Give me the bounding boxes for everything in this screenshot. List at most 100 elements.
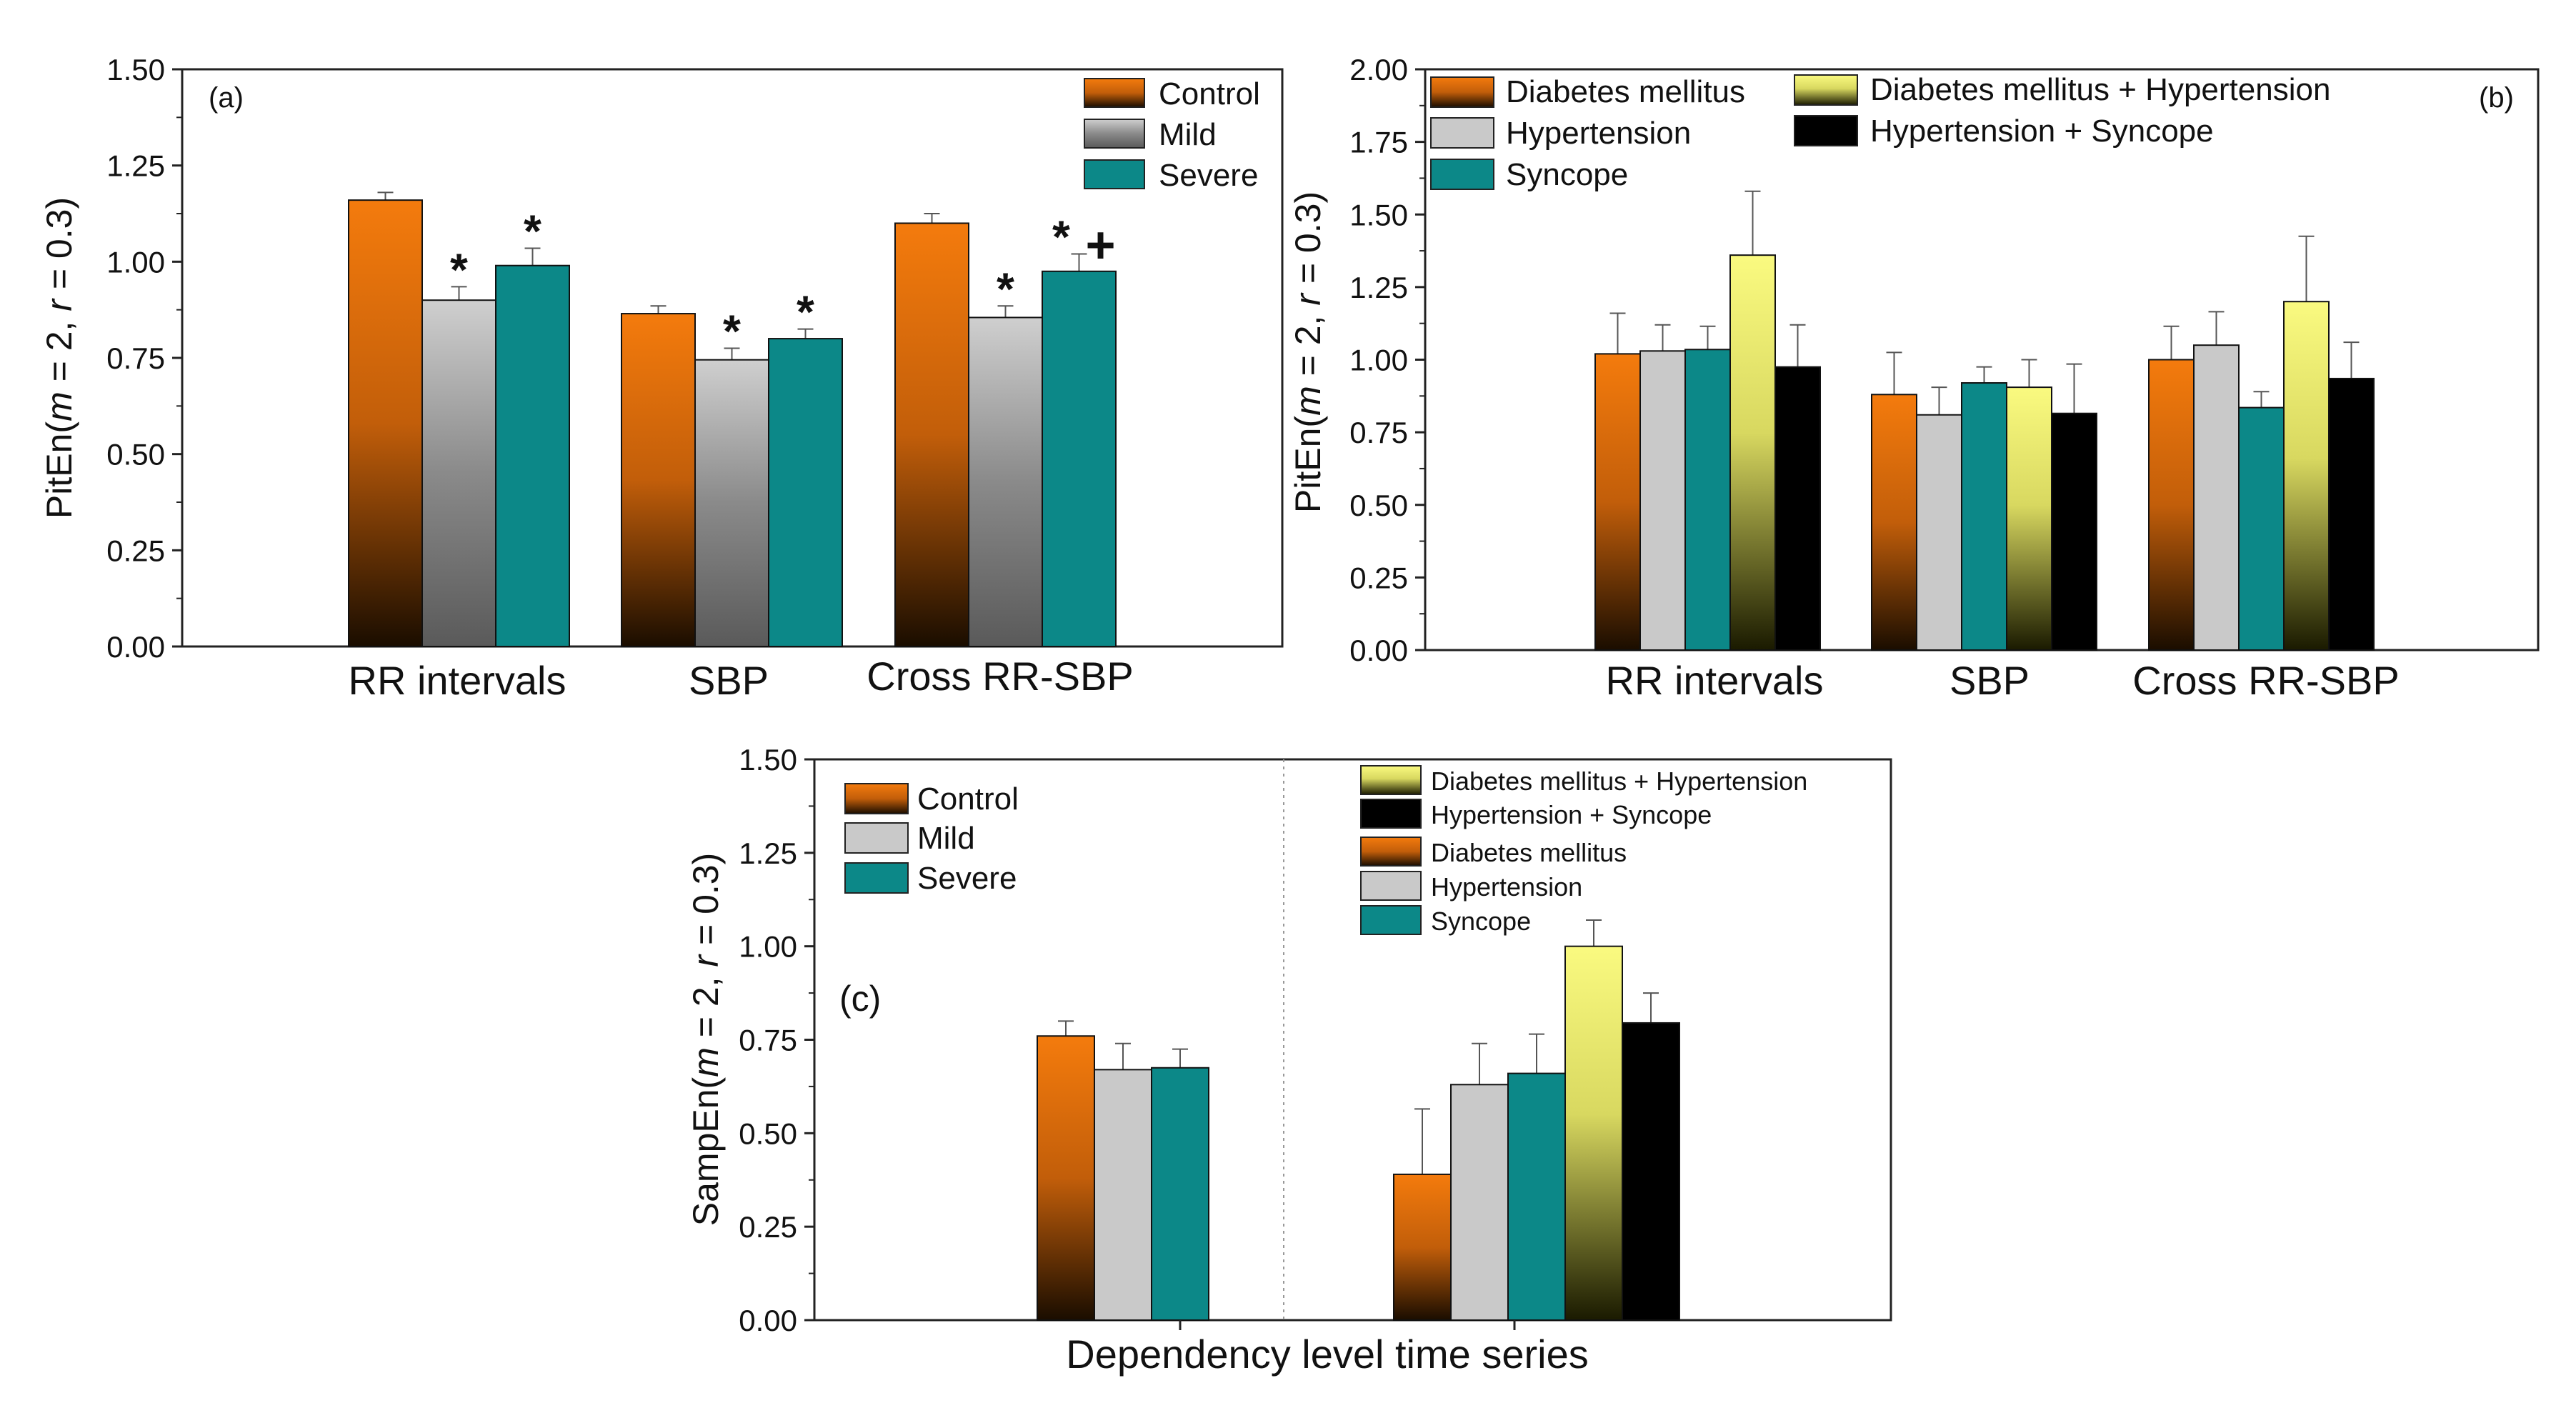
panel-b-bar-0-1 [1871,394,1917,651]
panel-a-sig-plus-2: + [1085,217,1115,274]
panel-a-xtick-sbp: SBP [689,658,769,703]
panel-b-bar-3-2 [2283,301,2330,651]
panel-c-legend-mild: Mild [917,821,975,856]
panel-b-ytick-label-5: 1.25 [1349,271,1408,304]
panel-a-bar-severe-0 [495,264,570,648]
panel-b-bar-2-1 [1961,382,2007,651]
panel-b-bar-2-0 [1684,349,1731,651]
panel-b-ytick-label-3: 0.75 [1349,416,1408,449]
panel-c-y-axis: 0.00 0.25 0.50 0.75 1.00 1.25 1.50 [739,743,814,1337]
panel-a-legend: Control Mild Severe [1084,76,1260,193]
panel-a-legend-mild: Mild [1159,117,1217,152]
panel-c-bar-0-1 [1094,1069,1152,1322]
panel-a-bar-control-1 [621,313,696,647]
panel-b-xtick-rr: RR intervals [1606,658,1824,703]
panel-c-bar-1-2 [1507,1072,1566,1321]
panel-b-ytick-label-1: 0.25 [1349,561,1408,594]
panel-a-legend-severe: Severe [1159,158,1258,193]
panel-c-ytick-label-4: 1.00 [739,930,797,964]
panel-c-legend-right: Diabetes mellitus + Hypertension Hyperte… [1360,765,1807,936]
panel-b-bar-2-2 [2238,406,2285,651]
panel-c-ytick-label-2: 0.50 [739,1117,797,1150]
panel-c-bar-0-0 [1037,1035,1095,1322]
panel-c-legend-hypertension: Hypertension [1431,872,1582,902]
panel-a-ytick-label-3: 0.75 [106,341,165,375]
panel-a-bar-mild-2 [968,316,1043,647]
panel-a-ytick-label-1: 0.25 [106,534,165,567]
panel-b-xtick-cross: Cross RR-SBP [2132,658,2399,703]
panel-a-ylabel: PitEn(m = 2, r = 0.3) [39,197,79,519]
panel-b-ytick-label-0: 0.00 [1349,634,1408,667]
panel-b-legend-dm-ht: Diabetes mellitus + Hypertension [1870,72,2330,107]
panel-b-bar-1-2 [2193,344,2240,651]
panel-a-bar-mild-1 [694,359,769,647]
panel-a-label: (a) [209,82,244,114]
panel-a-y-axis: 0.00 0.25 0.50 0.75 1.00 1.25 1.50 [106,53,182,664]
panel-a-bars: * * * * * * + [348,191,1117,648]
panel-b-y-axis: 0.00 0.25 0.50 0.75 1.00 1.25 1.50 1.75 2.00 [1349,53,1425,667]
panel-b-bar-1-1 [1916,414,1962,651]
panel-a-sig-mark-1-2: * [997,263,1014,314]
panel-a: (a) PitEn(m = 2, r = 0.3) 0.00 0.25 0.50 0.… [39,53,1284,703]
panel-c-label: (c) [839,979,881,1019]
panel-c-bar-1-0 [1393,1173,1452,1322]
panel-c-legend-syncope: Syncope [1431,907,1531,936]
panel-b-xtick-sbp: SBP [1950,658,2030,703]
panel-b: (b) PitEn(m = 2, r = 0.3) 0.000.250.500.… [1288,53,2540,703]
panel-c-ytick-label-1: 0.25 [739,1210,797,1244]
panel-b-ytick-label-7: 1.75 [1349,126,1408,159]
panel-c-ylabel: SampEn(m = 2, r = 0.3) [686,853,726,1226]
panel-b-ytick-label-8: 2.00 [1349,53,1408,86]
panel-c-ytick-label-3: 0.75 [739,1024,797,1057]
panel-c-bar-1-1 [1450,1084,1509,1322]
panel-b-bar-3-1 [2006,386,2052,651]
panel-a-bar-control-2 [894,222,969,647]
panel-c-bar-0-2 [1151,1067,1209,1321]
panel-b-legend-hypertension: Hypertension [1506,116,1691,151]
panel-b-ytick-label-2: 0.50 [1349,489,1408,522]
panel-b-bar-4-2 [2328,377,2375,651]
panel-c-legend-diabetes: Diabetes mellitus [1431,838,1627,867]
panel-c-ytick-label-5: 1.25 [739,837,797,870]
panel-b-ytick-label-4: 1.00 [1349,344,1408,377]
panel-a-sig-mark-2-2: * [1052,211,1070,263]
panel-b-bar-4-0 [1774,366,1821,651]
panel-a-sig-mark-2-0: * [524,205,541,256]
panel-b-label: (b) [2479,82,2514,114]
panel-b-ytick-label-6: 1.50 [1349,198,1408,231]
panel-c-legend-dm-ht: Diabetes mellitus + Hypertension [1431,767,1807,796]
panel-c-frame [813,758,1892,1322]
panel-b-bar-1-0 [1639,350,1686,651]
panel-a-sig-mark-2-1: * [797,286,814,338]
panel-a-bar-mild-0 [421,299,496,647]
panel-c-ytick-label-0: 0.00 [739,1304,797,1337]
panel-a-sig-mark-1-1: * [723,306,741,357]
panel-c-legend-severe: Severe [917,861,1017,896]
panel-b-bars [1594,190,2375,651]
panel-a-ytick-label-5: 1.25 [106,149,165,183]
panel-a-ytick-label-6: 1.50 [106,53,165,86]
panel-c-legend-control: Control [917,782,1019,817]
panel-a-sig-mark-1-0: * [450,244,468,295]
panel-b-bar-0-2 [2148,359,2195,651]
panel-a-legend-control: Control [1159,76,1260,111]
panel-a-xtick-cross: Cross RR-SBP [867,654,1133,699]
panel-b-bar-0-0 [1594,353,1641,651]
panel-a-x-labels: RR intervals SBP Cross RR-SBP [349,654,1134,703]
panel-a-ytick-label-0: 0.00 [106,630,165,664]
panel-c-xlabel: Dependency level time series [1066,1332,1588,1377]
panel-a-xtick-rr: RR intervals [349,658,566,703]
panel-b-legend: Diabetes mellitus Hypertension Syncope D… [1430,72,2330,192]
panel-c-bar-1-4 [1622,1022,1680,1321]
panel-a-bar-severe-1 [768,338,843,647]
panel-c-bar-1-3 [1564,945,1623,1321]
panel-b-x-labels: RR intervals SBP Cross RR-SBP [1606,658,2400,703]
panel-b-bar-4-1 [2051,412,2097,651]
panel-b-bar-3-0 [1729,254,1776,651]
panel-c-legend-ht-sync: Hypertension + Syncope [1431,800,1712,829]
panel-c-legend-left: Control Mild Severe [844,782,1019,896]
panel-a-ytick-label-2: 0.50 [106,438,165,471]
panel-a-bar-control-0 [348,199,423,647]
panel-c-ytick-label-6: 1.50 [739,743,797,777]
